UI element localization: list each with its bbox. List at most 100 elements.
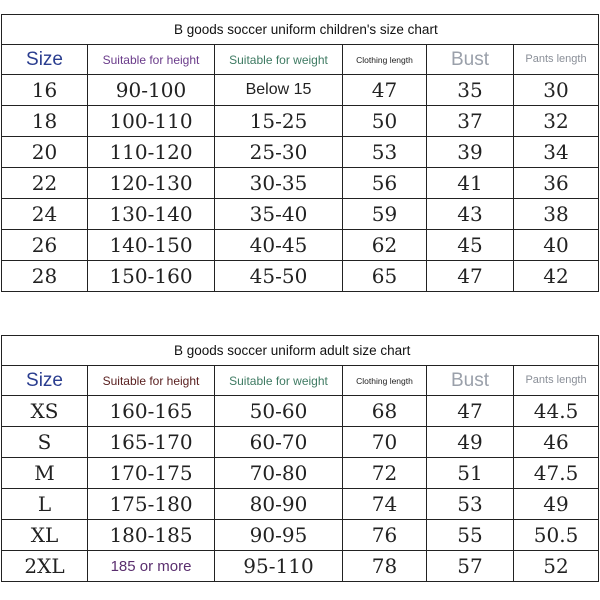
- header-height: Suitable for height: [87, 44, 215, 75]
- pants-cell: 52: [512, 550, 600, 582]
- weight-cell: 30-35: [214, 167, 343, 199]
- weight-cell: 90-95: [214, 519, 343, 551]
- bust-cell: 37: [426, 105, 514, 137]
- weight-cell: 50-60: [214, 395, 343, 427]
- size-cell: 20: [1, 136, 88, 168]
- pants-cell: 42: [512, 260, 600, 292]
- pants-cell: 50.5: [512, 519, 600, 551]
- size-cell: L: [1, 488, 88, 520]
- pants-cell: 34: [512, 136, 600, 168]
- table-row: 28 150-160 45-50 65 47 42: [1, 260, 600, 292]
- weight-cell: 60-70: [214, 426, 343, 458]
- height-cell: 175-180: [87, 488, 215, 520]
- table-row: S 165-170 60-70 70 49 46: [1, 426, 600, 458]
- weight-cell: 25-30: [214, 136, 343, 168]
- height-cell: 170-175: [87, 457, 215, 489]
- length-cell: 47: [342, 74, 427, 106]
- height-cell: 185 or more: [87, 550, 215, 582]
- length-cell: 56: [342, 167, 427, 199]
- header-size: Size: [1, 365, 88, 396]
- size-cell: 18: [1, 105, 88, 137]
- bust-cell: 43: [426, 198, 514, 230]
- header-bust: Bust: [426, 44, 514, 75]
- length-cell: 72: [342, 457, 427, 489]
- table-row: 16 90-100 Below 15 47 35 30: [1, 74, 600, 106]
- height-cell: 150-160: [87, 260, 215, 292]
- bust-cell: 47: [426, 395, 514, 427]
- size-cell: XS: [1, 395, 88, 427]
- table-row: 22 120-130 30-35 56 41 36: [1, 167, 600, 199]
- pants-cell: 30: [512, 74, 600, 106]
- header-pants-length: Pants length: [512, 44, 600, 75]
- size-cell: M: [1, 457, 88, 489]
- weight-cell: 95-110: [214, 550, 343, 582]
- weight-cell: 15-25: [214, 105, 343, 137]
- header-clothing-length: Clothing length: [342, 365, 427, 396]
- weight-cell: Below 15: [214, 74, 343, 106]
- size-cell: XL: [1, 519, 88, 551]
- pants-cell: 40: [512, 229, 600, 261]
- bust-cell: 57: [426, 550, 514, 582]
- bust-cell: 51: [426, 457, 514, 489]
- header-clothing-length: Clothing length: [342, 44, 427, 75]
- weight-cell: 40-45: [214, 229, 343, 261]
- height-cell: 120-130: [87, 167, 215, 199]
- length-cell: 70: [342, 426, 427, 458]
- header-pants-length: Pants length: [512, 365, 600, 396]
- length-cell: 74: [342, 488, 427, 520]
- table-row: 24 130-140 35-40 59 43 38: [1, 198, 600, 230]
- pants-cell: 44.5: [512, 395, 600, 427]
- weight-cell: 35-40: [214, 198, 343, 230]
- header-size: Size: [1, 44, 88, 75]
- length-cell: 78: [342, 550, 427, 582]
- height-cell: 180-185: [87, 519, 215, 551]
- table-row: XL 180-185 90-95 76 55 50.5: [1, 519, 600, 551]
- length-cell: 59: [342, 198, 427, 230]
- height-cell: 165-170: [87, 426, 215, 458]
- header-height: Suitable for height: [87, 365, 215, 396]
- weight-cell: 70-80: [214, 457, 343, 489]
- pants-cell: 49: [512, 488, 600, 520]
- length-cell: 65: [342, 260, 427, 292]
- weight-cell: 80-90: [214, 488, 343, 520]
- bust-cell: 41: [426, 167, 514, 199]
- header-weight: Suitable for weight: [214, 365, 343, 396]
- bust-cell: 35: [426, 74, 514, 106]
- height-cell: 140-150: [87, 229, 215, 261]
- length-cell: 62: [342, 229, 427, 261]
- table-row: 18 100-110 15-25 50 37 32: [1, 105, 600, 137]
- bust-cell: 39: [426, 136, 514, 168]
- children-size-chart: B goods soccer uniform children's size c…: [0, 14, 600, 292]
- pants-cell: 36: [512, 167, 600, 199]
- size-cell: 22: [1, 167, 88, 199]
- adult-chart-title: B goods soccer uniform adult size chart: [0, 335, 600, 366]
- length-cell: 76: [342, 519, 427, 551]
- size-cell: 24: [1, 198, 88, 230]
- size-cell: S: [1, 426, 88, 458]
- pants-cell: 46: [512, 426, 600, 458]
- table-row: XS 160-165 50-60 68 47 44.5: [1, 395, 600, 427]
- height-cell: 90-100: [87, 74, 215, 106]
- size-cell: 2XL: [1, 550, 88, 582]
- weight-cell: 45-50: [214, 260, 343, 292]
- size-cell: 28: [1, 260, 88, 292]
- length-cell: 68: [342, 395, 427, 427]
- pants-cell: 38: [512, 198, 600, 230]
- table-row: L 175-180 80-90 74 53 49: [1, 488, 600, 520]
- length-cell: 53: [342, 136, 427, 168]
- children-chart-title: B goods soccer uniform children's size c…: [0, 14, 600, 45]
- pants-cell: 32: [512, 105, 600, 137]
- table-row: 26 140-150 40-45 62 45 40: [1, 229, 600, 261]
- height-cell: 130-140: [87, 198, 215, 230]
- bust-cell: 45: [426, 229, 514, 261]
- height-cell: 100-110: [87, 105, 215, 137]
- bust-cell: 49: [426, 426, 514, 458]
- adult-size-chart: B goods soccer uniform adult size chart …: [0, 335, 600, 582]
- height-cell: 160-165: [87, 395, 215, 427]
- header-bust: Bust: [426, 365, 514, 396]
- length-cell: 50: [342, 105, 427, 137]
- bust-cell: 47: [426, 260, 514, 292]
- table-row: M 170-175 70-80 72 51 47.5: [1, 457, 600, 489]
- size-cell: 16: [1, 74, 88, 106]
- size-cell: 26: [1, 229, 88, 261]
